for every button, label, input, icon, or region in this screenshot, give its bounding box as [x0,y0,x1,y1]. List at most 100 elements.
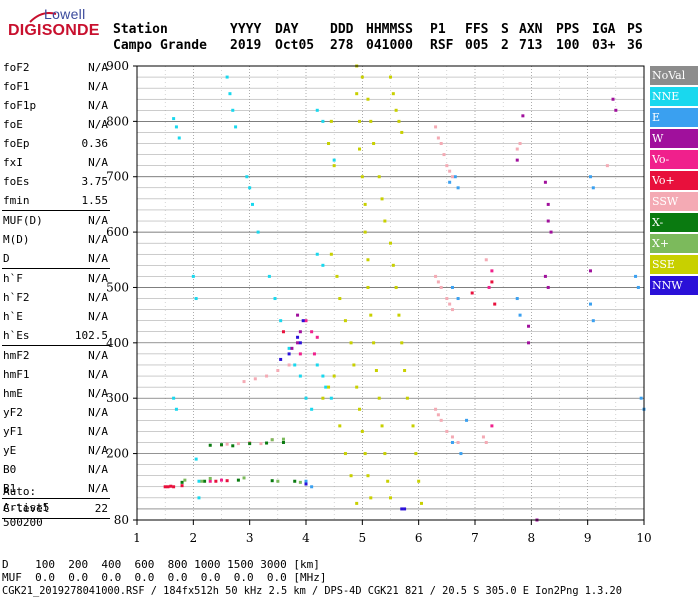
param-value: 3.75 [81,175,109,188]
data-point [442,153,446,157]
data-point [310,330,314,334]
data-point [543,274,547,278]
data-point [315,363,319,367]
data-point [456,297,460,301]
param-value: N/A [88,482,108,495]
data-point [169,484,173,488]
header-value-p1: RSF [430,38,454,53]
param-value: N/A [88,233,108,246]
data-point [343,319,347,323]
data-point [360,429,364,433]
data-point [296,341,300,345]
data-point [369,313,373,317]
footer-info: CGK21_2019278041000.RSF / 184fx512h 50 k… [2,585,622,597]
data-point [163,485,167,489]
header-value-iga: 03+ [592,38,616,53]
data-point [546,202,550,206]
data-point [332,158,336,162]
data-point [414,452,418,456]
data-point [358,119,362,123]
legend-item-x: X+ [650,234,698,253]
chart-ticks: 1 2 3 4 5 6 7 8 9 10 80 200 300 400 500 600 700 800 900 [106,59,652,545]
data-point [332,164,336,168]
data-point [180,480,184,484]
param-label: yE [3,444,17,457]
param-row-hmf2: hmF2 N/A [0,346,112,365]
data-point [315,335,319,339]
header-value-axn: 713 [519,38,543,53]
param-value: 102.5 [74,329,108,342]
data-point [450,175,454,179]
data-point [329,119,333,123]
data-point [304,396,308,400]
data-point [591,319,595,323]
data-point [403,369,407,373]
x-tick-label: 7 [471,531,479,545]
legend-item-nnw: NNW [650,276,698,295]
data-point [194,457,198,461]
data-point [366,258,370,262]
header-value-doy: 278 [330,38,354,53]
param-value: N/A [88,406,108,419]
x-tick-label: 8 [528,531,536,545]
data-point [470,291,474,295]
data-point [434,274,438,278]
data-point [296,335,300,339]
param-row-fmin: fmin 1.55 [0,191,112,210]
data-point [456,186,460,190]
data-point [335,274,339,278]
data-point [487,285,491,289]
data-point [208,476,212,480]
data-point [366,97,370,101]
param-group-divider [2,268,110,269]
header-value-s: 2 [501,38,509,53]
data-point [405,396,409,400]
data-point [279,319,283,323]
param-row-clevel: C-level 22 [0,499,112,518]
param-label: fxI [3,156,23,169]
data-point [256,230,260,234]
data-point [436,413,440,417]
header-value-ps: 36 [627,38,643,53]
data-point [527,341,531,345]
data-point [445,297,449,301]
param-row-mufd: MUF(D) N/A [0,211,112,230]
header-label-iga: IGA [592,22,616,37]
param-label: foF2 [3,61,30,74]
data-point [605,164,609,168]
data-point [403,507,407,511]
param-value: N/A [88,291,108,304]
data-point [358,407,362,411]
param-label: h`E [3,310,23,323]
data-point [281,440,285,444]
param-label: h`F [3,272,23,285]
param-label: foEp [3,137,30,150]
legend-item-sse: SSE [650,255,698,274]
x-tick-label: 4 [302,531,310,545]
data-point [242,380,246,384]
data-point [355,501,359,505]
header-label-ddd: DDD [330,22,354,37]
data-point [450,308,454,312]
param-value: 1.55 [81,194,109,207]
param-label: foF1 [3,80,30,93]
data-point [436,136,440,140]
legend-item-e: E [650,108,698,127]
data-point [639,396,643,400]
data-point [338,297,342,301]
data-point [197,496,201,500]
param-label: B0 [3,463,17,476]
data-point [465,418,469,422]
data-point [327,142,331,146]
data-point [411,424,415,428]
data-point [327,385,331,389]
plot-frame [136,65,645,521]
param-row-fof1p: foF1p N/A [0,96,112,115]
param-row-hf: h`F N/A [0,269,112,288]
data-point [250,202,254,206]
param-value: N/A [88,463,108,476]
legend-item-vo: Vo- [650,150,698,169]
param-row-yf1: yF1 N/A [0,422,112,441]
data-point [380,197,384,201]
x-tick-label: 2 [190,531,198,545]
